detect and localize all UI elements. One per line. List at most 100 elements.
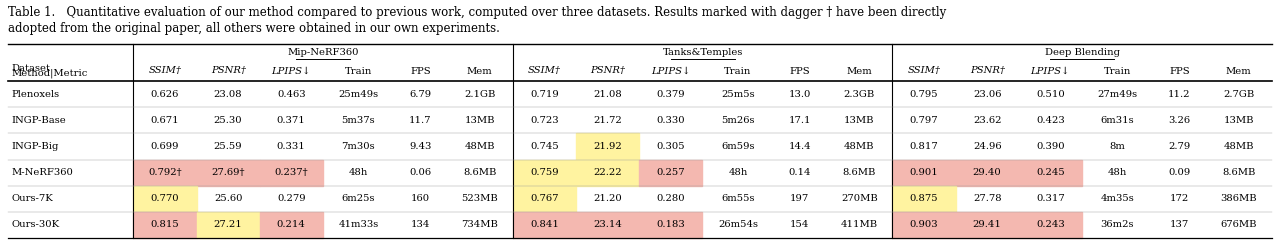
Text: 2.1GB: 2.1GB (465, 90, 495, 99)
Text: Dataset: Dataset (12, 64, 50, 73)
Text: 0.279: 0.279 (276, 194, 306, 203)
Bar (197, 212, 260, 238)
Text: 0.510: 0.510 (1036, 90, 1065, 99)
Bar (513, 186, 576, 212)
Text: 734MB: 734MB (461, 221, 498, 229)
Text: SSIM†: SSIM† (529, 67, 561, 75)
Bar (133, 186, 197, 212)
Text: M-NeRF360: M-NeRF360 (12, 168, 73, 177)
Text: 0.423: 0.423 (1036, 116, 1065, 125)
Text: 0.767: 0.767 (530, 194, 559, 203)
Bar (956, 160, 1019, 186)
Text: 137: 137 (1170, 221, 1189, 229)
Text: FPS: FPS (410, 67, 430, 75)
Text: 411MB: 411MB (841, 221, 878, 229)
Text: Train: Train (724, 67, 751, 75)
Text: 8.6MB: 8.6MB (842, 168, 876, 177)
Text: 0.901: 0.901 (910, 168, 938, 177)
Bar (639, 212, 703, 238)
Text: 0.626: 0.626 (151, 90, 179, 99)
Text: 17.1: 17.1 (788, 116, 812, 125)
Text: Method|Metric: Method|Metric (12, 68, 87, 78)
Text: 21.08: 21.08 (593, 90, 622, 99)
Text: adopted from the original paper, all others were obtained in our own experiments: adopted from the original paper, all oth… (8, 22, 500, 35)
Text: 48h: 48h (1107, 168, 1128, 177)
Text: 27.21: 27.21 (214, 221, 242, 229)
Bar (892, 212, 956, 238)
Text: 0.257: 0.257 (657, 168, 685, 177)
Text: 197: 197 (790, 194, 809, 203)
Text: 0.723: 0.723 (530, 116, 559, 125)
Text: 2.79: 2.79 (1169, 142, 1190, 151)
Text: 0.237†: 0.237† (274, 168, 308, 177)
Text: 13.0: 13.0 (788, 90, 812, 99)
Text: LPIPS↓: LPIPS↓ (1030, 67, 1070, 75)
Text: 3.26: 3.26 (1169, 116, 1190, 125)
Text: 25.60: 25.60 (214, 194, 242, 203)
Text: 22.22: 22.22 (594, 168, 622, 177)
Text: 0.330: 0.330 (657, 116, 685, 125)
Bar (260, 212, 323, 238)
Text: 0.14: 0.14 (788, 168, 812, 177)
Text: 523MB: 523MB (461, 194, 498, 203)
Text: 154: 154 (790, 221, 809, 229)
Text: 0.09: 0.09 (1169, 168, 1190, 177)
Text: 0.875: 0.875 (910, 194, 938, 203)
Text: Table 1.   Quantitative evaluation of our method compared to previous work, comp: Table 1. Quantitative evaluation of our … (8, 6, 946, 19)
Bar (513, 212, 576, 238)
Text: 0.817: 0.817 (910, 142, 938, 151)
Text: 0.371: 0.371 (276, 116, 306, 125)
Text: 7m30s: 7m30s (342, 142, 375, 151)
Text: INGP-Base: INGP-Base (12, 116, 65, 125)
Text: Deep Blending: Deep Blending (1044, 48, 1120, 57)
Text: 24.96: 24.96 (973, 142, 1001, 151)
Text: 9.43: 9.43 (410, 142, 431, 151)
Text: Ours-7K: Ours-7K (12, 194, 52, 203)
Text: 25m49s: 25m49s (338, 90, 379, 99)
Text: 160: 160 (411, 194, 430, 203)
Bar (1019, 212, 1082, 238)
Text: PSNR†: PSNR† (211, 67, 246, 75)
Bar (197, 160, 260, 186)
Text: 676MB: 676MB (1221, 221, 1257, 229)
Text: 6m31s: 6m31s (1101, 116, 1134, 125)
Text: 8m: 8m (1110, 142, 1125, 151)
Text: 0.379: 0.379 (657, 90, 685, 99)
Text: 21.20: 21.20 (593, 194, 622, 203)
Bar (576, 212, 639, 238)
Text: 0.280: 0.280 (657, 194, 685, 203)
Bar (576, 133, 639, 160)
Text: 0.719: 0.719 (530, 90, 559, 99)
Bar (639, 160, 703, 186)
Text: 11.2: 11.2 (1169, 90, 1190, 99)
Text: 0.06: 0.06 (410, 168, 431, 177)
Text: 172: 172 (1170, 194, 1189, 203)
Bar (892, 160, 956, 186)
Bar (956, 212, 1019, 238)
Text: 29.40: 29.40 (973, 168, 1001, 177)
Text: 13MB: 13MB (844, 116, 874, 125)
Text: 21.92: 21.92 (593, 142, 622, 151)
Text: 386MB: 386MB (1221, 194, 1257, 203)
Text: 0.903: 0.903 (910, 221, 938, 229)
Text: PSNR†: PSNR† (590, 67, 625, 75)
Text: 11.7: 11.7 (410, 116, 431, 125)
Text: 0.463: 0.463 (276, 90, 306, 99)
Text: Mem: Mem (467, 67, 493, 75)
Text: 0.245: 0.245 (1036, 168, 1065, 177)
Text: 0.243: 0.243 (1036, 221, 1065, 229)
Text: 0.841: 0.841 (530, 221, 559, 229)
Text: 0.792†: 0.792† (148, 168, 182, 177)
Text: Ours-30K: Ours-30K (12, 221, 59, 229)
Text: 23.14: 23.14 (593, 221, 622, 229)
Text: Mip-NeRF360: Mip-NeRF360 (288, 48, 358, 57)
Text: 41m33s: 41m33s (338, 221, 379, 229)
Text: 0.815: 0.815 (151, 221, 179, 229)
Text: 23.06: 23.06 (973, 90, 1001, 99)
Bar (260, 160, 323, 186)
Text: 0.390: 0.390 (1036, 142, 1065, 151)
Text: 0.797: 0.797 (910, 116, 938, 125)
Text: 48MB: 48MB (465, 142, 495, 151)
Text: INGP-Big: INGP-Big (12, 142, 59, 151)
Text: 27.69†: 27.69† (211, 168, 244, 177)
